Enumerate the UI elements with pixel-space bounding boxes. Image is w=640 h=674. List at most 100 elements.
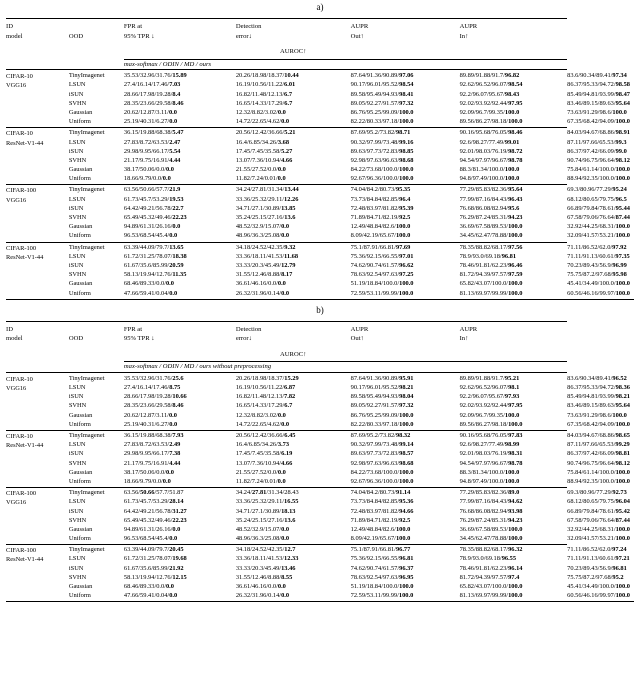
table-row: iSUN 29.98/9.95/66.17/5.54 17.45/7.45/35.5… bbox=[6, 148, 634, 157]
best-value: 0.0 bbox=[277, 411, 286, 419]
cell-aupr-in: 73.63/91.29/98.6/100.0 bbox=[567, 108, 627, 116]
best-value: 95.64 bbox=[615, 402, 630, 410]
row-ood: iSUN bbox=[68, 450, 84, 458]
cell-auroc: 84.22/73.68/100.0/100.0 bbox=[350, 468, 414, 476]
cell-aupr-out: 92.02/93.92/92.44/97.95 bbox=[459, 402, 523, 410]
cell-aupr-in: 69.3/80.96/77.29/92.73 bbox=[567, 489, 627, 497]
best-value: 22.7 bbox=[172, 204, 184, 212]
cell-fpr: 61.72/31.25/78.07/19.68 bbox=[123, 555, 187, 563]
best-value: 98.04 bbox=[399, 393, 414, 401]
cell-fpr: 36.15/19.88/68.38/5.47 bbox=[123, 129, 184, 137]
cell-aupr-in: 70.23/89.43/56.9/96.81 bbox=[567, 564, 627, 572]
best-value: 19.53 bbox=[169, 195, 184, 203]
best-value: 100.0 bbox=[615, 232, 630, 240]
table-row: iSUN 61.67/35.6/85.99/21.92 33.33/20.3/45.… bbox=[6, 565, 634, 574]
best-value: 100.0 bbox=[398, 592, 414, 600]
cell-aupr-in: 67.58/79.06/76.64/87.44 bbox=[567, 214, 630, 221]
cell-aupr-in: 60.56/46.16/99.97/100.0 bbox=[567, 289, 630, 297]
cell-fpr: 64.42/49.21/56.78/22.7 bbox=[123, 204, 184, 212]
row-id-line2: VGG16 bbox=[6, 196, 27, 204]
row-ood: iSUN bbox=[68, 507, 84, 515]
cell-aupr-out: 77.29/85.83/82.36/95.64 bbox=[459, 186, 523, 194]
table-row: CIFAR-10 VGG16 TinyImagenet 35.53/32.96/31.… bbox=[6, 375, 634, 392]
cell-fpr: 38.17/50.06/0.0/0.0 bbox=[123, 166, 174, 174]
best-value: 100.0 bbox=[615, 118, 630, 126]
best-value: 0.0 bbox=[277, 468, 286, 476]
cell-aupr-in: 45.41/34.49/100.0/100.0 bbox=[567, 583, 630, 590]
row-ood: SVHN bbox=[68, 516, 87, 524]
cell-aupr-out: 92.09/96.7/99.35/100.0 bbox=[459, 108, 520, 116]
cell-aupr-out: 36.69/67.58/89.53/100.0 bbox=[459, 223, 523, 231]
best-value: 100.0 bbox=[395, 525, 411, 533]
best-value: 96.4 bbox=[399, 195, 411, 203]
row-id-line2: VGG16 bbox=[6, 385, 27, 393]
table-row: iSUN 29.98/9.95/66.17/7.38 17.45/7.45/35.5… bbox=[6, 450, 634, 459]
cell-auroc: 73.73/84.84/82.85/96.4 bbox=[350, 195, 411, 203]
block-divider-rule bbox=[6, 544, 634, 547]
results-table-b: ID model OOD FPR at 95% TPR ↓ Detection error… bbox=[6, 320, 634, 605]
best-value: 100.0 bbox=[612, 108, 627, 116]
best-value: 0.0 bbox=[277, 175, 286, 183]
best-value: 96.81 bbox=[612, 564, 627, 572]
cell-auroc: 74.62/90.74/61.57/96.62 bbox=[350, 261, 414, 269]
cell-aupr-in: 75.75/87.2/97.68/95.2 bbox=[567, 573, 624, 581]
cell-aupr-in: 32.92/44.25/68.31/100.0 bbox=[567, 223, 630, 231]
cell-detection-error: 36.61/46.16/0.0/0.0 bbox=[235, 280, 286, 288]
cell-detection-error: 11.82/7.24/0.01/0.0 bbox=[235, 477, 286, 485]
best-value: 2.49 bbox=[169, 441, 181, 449]
header-bottom-rule bbox=[6, 371, 634, 375]
header-aupr-in-line1: AUPR bbox=[459, 325, 478, 333]
best-value: 0.0 bbox=[277, 166, 286, 174]
cell-auroc: 90.17/96.01/95.52/98.54 bbox=[350, 81, 414, 89]
cell-aupr-out: 76.68/86.08/82.94/95.6 bbox=[459, 204, 520, 212]
best-value: 98.68 bbox=[399, 459, 414, 467]
best-value: 10.66 bbox=[172, 393, 187, 401]
table-row: Gaussian 38.17/50.06/0.0/0.0 21.55/27.52/0… bbox=[6, 469, 634, 478]
cell-detection-error: 17.45/7.45/35.58/6.19 bbox=[235, 450, 293, 458]
cell-aupr-in: 67.58/79.06/76.64/87.44 bbox=[567, 516, 630, 524]
header-auroc-row: AUROC↑ bbox=[6, 48, 634, 59]
cell-fpr: 25.19/40.31/6.27/0.0 bbox=[123, 118, 178, 126]
best-value: 5.47 bbox=[172, 129, 184, 137]
table-row: Gaussian 94.89/61.31/26.16/0.0 48.52/32.9/… bbox=[6, 223, 634, 232]
cell-auroc: 12.49/48.84/82.6/100.0 bbox=[350, 223, 411, 231]
row-id-model: CIFAR-100 ResNet-V1-44 bbox=[6, 546, 69, 602]
header-ood: OOD bbox=[69, 325, 124, 351]
best-value: 96.32 bbox=[508, 546, 523, 554]
cell-auroc: 87.69/95.2/73.82/98.71 bbox=[350, 129, 411, 137]
cell-detection-error: 16.19/10.56/11.22/6.87 bbox=[235, 384, 296, 392]
cell-fpr: 63.56/50.66/57.7/51.87 bbox=[123, 489, 184, 497]
cell-aupr-in: 84.03/94.67/68.86/98.65 bbox=[567, 432, 630, 439]
best-value: 96.81 bbox=[399, 555, 414, 563]
best-value: 100.0 bbox=[615, 592, 630, 600]
best-value: 100.0 bbox=[399, 477, 414, 485]
header-aupr-out-line2: Out↑ bbox=[350, 335, 364, 343]
row-ood: SVHN bbox=[68, 214, 87, 221]
cell-detection-error: 14.72/22.65/4.62/0.0 bbox=[235, 420, 290, 428]
cell-auroc: 92.98/97.63/96.63/98.68 bbox=[350, 459, 414, 467]
cell-auroc: 51.19/18.84/100.0/100.0 bbox=[350, 280, 414, 288]
best-value: 12.33 bbox=[284, 555, 299, 563]
cell-detection-error: 14.72/22.65/4.62/0.0 bbox=[235, 118, 290, 126]
cell-aupr-out: 81.72/94.39/97.57/97.4 bbox=[459, 573, 520, 581]
block-divider-rule bbox=[6, 430, 634, 432]
cell-detection-error: 33.36/25.32/29.11/16.55 bbox=[235, 498, 299, 506]
cell-aupr-out: 76.29/87.24/85.31/94.23 bbox=[459, 214, 523, 221]
best-value: 100.0 bbox=[399, 420, 414, 428]
best-value: 97.92 bbox=[612, 243, 627, 251]
header-aupr-in: AUPR In↑ bbox=[460, 325, 568, 351]
cell-detection-error: 33.36/18.11/41.53/11.68 bbox=[235, 252, 299, 260]
row-ood: SVHN bbox=[68, 459, 87, 467]
header-detection-auroc: Detection error↓ bbox=[236, 325, 351, 351]
best-value: 98.71 bbox=[395, 129, 411, 137]
table-row: SVHN 65.49/45.32/49.46/22.23 35.24/25.15/2… bbox=[6, 517, 634, 526]
best-value: 100.0 bbox=[615, 525, 630, 533]
results-table-a: ID model OOD FPR at 95% TPR ↓ Detection error… bbox=[6, 18, 634, 302]
cell-detection-error: 13.07/7.36/10.94/4.66 bbox=[235, 459, 293, 467]
cell-fpr: 20.62/12.87/3.11/0.0 bbox=[123, 411, 177, 419]
cell-aupr-in: 32.09/41.57/53.21/100.0 bbox=[567, 232, 630, 240]
cell-detection-error: 36.61/46.16/0.0/0.0 bbox=[235, 583, 286, 590]
row-ood: Uniform bbox=[68, 592, 91, 600]
cell-fpr: 27.4/16.14/17.46/8.75 bbox=[123, 384, 181, 392]
cell-auroc: 90.32/97.99/73.48/99.16 bbox=[350, 138, 414, 146]
